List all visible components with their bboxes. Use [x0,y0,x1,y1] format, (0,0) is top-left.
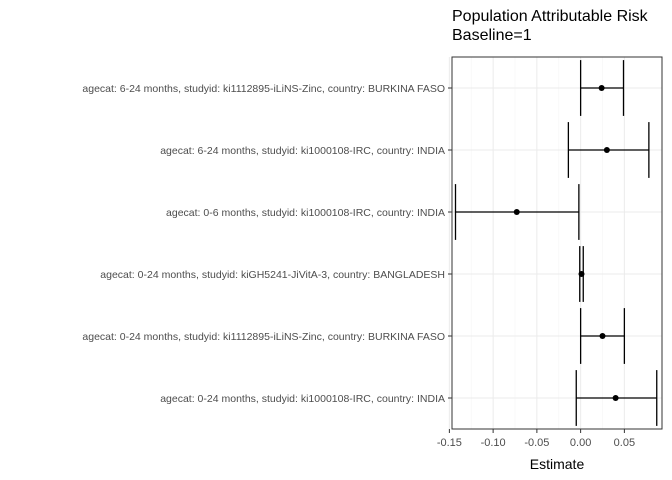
estimate-point [598,85,605,91]
x-tick-label: -0.05 [524,437,549,449]
category-label: agecat: 0-6 months, studyid: ki1000108-I… [166,207,445,219]
x-axis-ticks: -0.15 -0.10 -0.05 0.00 0.05 [437,429,635,449]
x-axis-title: Estimate [530,456,585,472]
confidence-intervals [454,60,658,426]
category-label: agecat: 0-24 months, studyid: kiGH5241-J… [100,269,445,281]
category-label: agecat: 0-24 months, studyid: ki1112895-… [82,331,445,343]
estimate-point [603,147,610,153]
category-label: agecat: 0-24 months, studyid: ki1000108-… [160,393,445,405]
category-labels: agecat: 6-24 months, studyid: ki1112895-… [82,83,452,405]
x-tick-label: 0.00 [570,437,591,449]
estimate-point [578,271,585,277]
grid-lines [448,57,662,429]
plot-panel-border [451,56,663,430]
estimate-point [599,333,606,339]
x-tick-label: -0.10 [481,437,506,449]
category-label: agecat: 6-24 months, studyid: ki1112895-… [82,83,445,95]
category-label: agecat: 6-24 months, studyid: ki1000108-… [160,145,445,157]
chart-title: Population Attributable Risk [452,8,649,25]
estimate-point [612,395,619,401]
estimate-point [513,209,520,215]
chart-subtitle: Baseline=1 [452,27,532,44]
x-tick-label: -0.15 [437,437,462,449]
estimate-points [513,85,619,401]
x-tick-label: 0.05 [614,437,635,449]
